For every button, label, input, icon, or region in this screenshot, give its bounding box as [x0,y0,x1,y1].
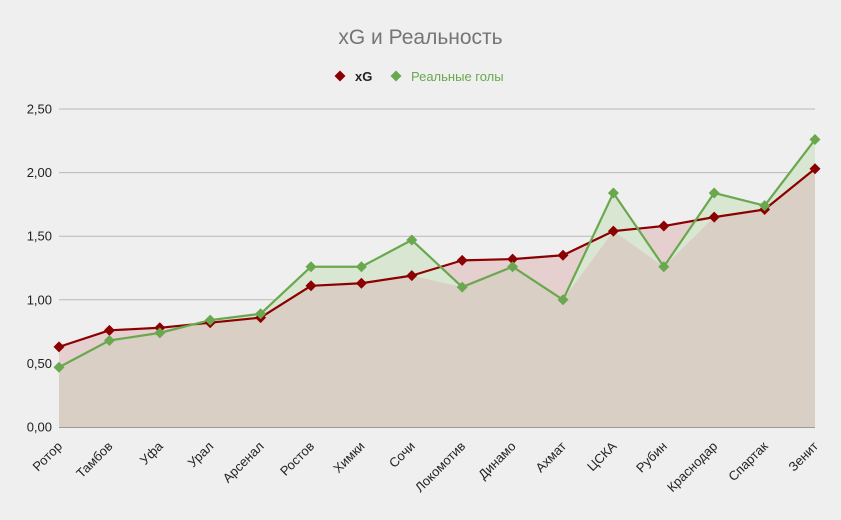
x-tick-label: Краснодар [664,439,720,495]
goals-point [154,327,166,339]
goals-point [759,200,771,212]
legend: xG Реальные голы [334,69,504,84]
goals-point [406,234,418,246]
xg-point [456,254,468,266]
xg-point [53,341,65,353]
series-lines [58,138,816,369]
x-tick-label: Тамбов [73,438,115,480]
x-tick-label: Локомотив [412,438,469,495]
x-tick-label: Рубин [633,439,670,476]
legend-marker-goals [390,70,402,82]
xg-point [355,277,367,289]
xg-point [658,220,670,232]
x-tick-label: Сочи [386,439,418,471]
x-tick-label: Ахмат [532,438,569,475]
xg-point [557,249,569,261]
goals-point [53,361,65,373]
goals-series-line [58,138,816,369]
xg-series-line [58,167,816,348]
x-tick-label: Зенит [785,438,821,474]
goals-point [204,314,216,326]
goals-point [557,294,569,306]
y-tick-label: 1,50 [27,229,52,244]
y-tick-label: 1,00 [27,292,52,307]
series-markers [53,134,821,373]
goals-point [607,187,619,199]
goals-point [103,335,115,347]
legend-marker-xg [334,70,346,82]
x-tick-label: Химки [330,439,367,476]
x-tick-label: Арсенал [220,439,267,486]
goals-point [255,308,267,320]
y-tick-label: 2,50 [27,102,52,117]
goals-point [507,261,519,273]
x-tick-label: ЦСКА [584,438,620,474]
x-tick-label: Ротор [30,439,66,475]
y-tick-label: 0,50 [27,356,52,371]
goals-point [809,134,821,146]
area-fills [59,139,815,427]
legend-label-xg: xG [355,69,372,84]
y-tick-label: 2,00 [27,165,52,180]
goals-point [305,261,317,273]
chart-title: xG и Реальность [338,26,503,49]
x-tick-label: Динамо [475,439,519,483]
x-tick-label: Спартак [725,438,771,484]
xg-point [406,270,418,282]
x-tick-label: Урал [185,439,217,471]
goals-point [456,281,468,293]
goals-point [355,261,367,273]
x-tick-label: Ростов [277,438,317,478]
y-tick-label: 0,00 [27,420,52,435]
xg-point [305,280,317,292]
overlap-area-fill [59,168,815,427]
xg-point [507,253,519,265]
goals-point [658,261,670,273]
legend-label-goals: Реальные голы [411,69,504,84]
xg-point [103,324,115,336]
x-axis-ticks: Ротор Тамбов Уфа Урал Арсенал Ростов Химки Сочи… [30,438,822,495]
goals-point [708,187,720,199]
xg-point [708,211,720,223]
x-tick-label: Уфа [137,438,167,468]
y-axis-ticks: 0,00 0,50 1,00 1,50 2,00 2,50 [27,102,52,435]
xg-point [607,225,619,237]
xg-point [809,163,821,175]
